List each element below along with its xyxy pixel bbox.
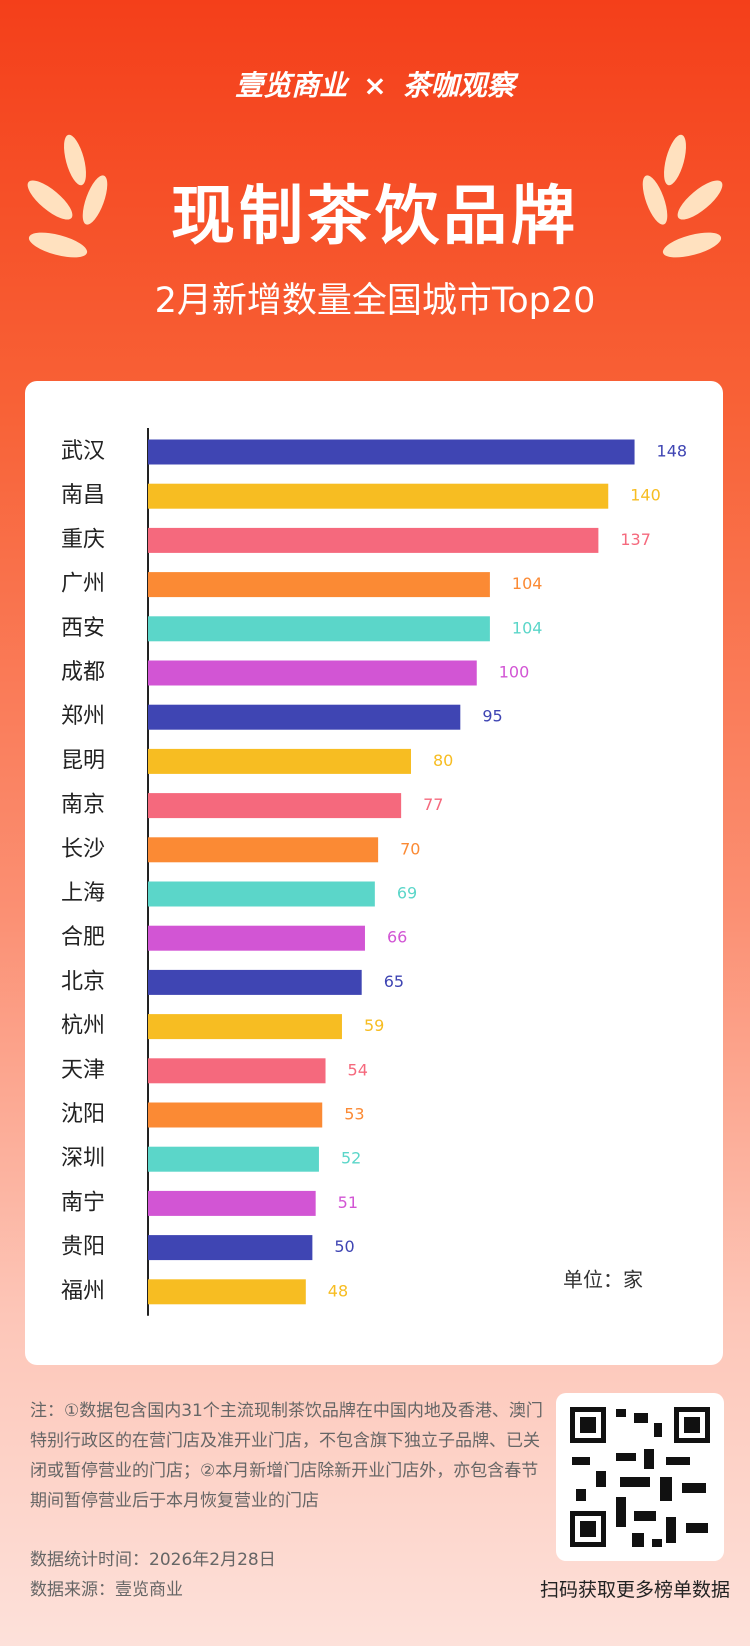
bar xyxy=(148,483,609,509)
bar xyxy=(148,748,411,774)
category-label: 南昌 xyxy=(61,483,105,508)
category-label: 深圳 xyxy=(61,1146,105,1171)
value-label: 59 xyxy=(364,1016,384,1035)
category-label: 重庆 xyxy=(61,527,105,552)
bar xyxy=(148,1235,313,1261)
brand: 壹览商业 × 茶咖观察 xyxy=(0,64,750,104)
bar xyxy=(148,881,375,907)
value-label: 80 xyxy=(433,751,453,770)
value-label: 65 xyxy=(384,972,404,991)
bar xyxy=(148,837,379,863)
brand-right: 茶咖观察 xyxy=(402,69,515,102)
qr-code xyxy=(556,1393,724,1561)
laurels xyxy=(27,134,723,258)
value-label: 140 xyxy=(630,486,661,505)
bar xyxy=(148,616,490,642)
category-label: 南京 xyxy=(61,793,105,818)
category-label: 南宁 xyxy=(61,1190,105,1215)
bar xyxy=(148,704,461,730)
brand-left: 壹览商业 xyxy=(235,69,348,102)
value-label: 69 xyxy=(397,884,417,903)
category-label: 贵阳 xyxy=(61,1235,105,1260)
date: 数据统计时间：2026年2月28日 xyxy=(30,1550,276,1570)
bar xyxy=(148,1190,316,1216)
value-label: 66 xyxy=(387,928,407,947)
bar xyxy=(148,1014,342,1040)
category-label: 郑州 xyxy=(61,704,105,729)
value-label: 51 xyxy=(338,1193,358,1212)
category-label: 北京 xyxy=(61,969,105,994)
value-label: 137 xyxy=(620,530,651,549)
category-label: 上海 xyxy=(61,881,105,906)
category-label: 武汉 xyxy=(61,439,105,464)
subtitle: 2月新增数量全国城市Top20 xyxy=(154,281,596,321)
source: 数据来源：壹览商业 xyxy=(30,1580,183,1600)
value-label: 104 xyxy=(512,618,543,637)
category-label: 杭州 xyxy=(61,1014,105,1039)
qr-caption: 扫码获取更多榜单数据 xyxy=(539,1579,730,1601)
value-label: 54 xyxy=(348,1060,368,1079)
qr-pattern xyxy=(570,1407,710,1547)
category-label: 西安 xyxy=(61,616,105,641)
bar xyxy=(148,1146,319,1172)
value-label: 50 xyxy=(334,1237,354,1256)
value-label: 148 xyxy=(657,442,688,461)
bar xyxy=(148,1102,323,1128)
bar xyxy=(148,793,402,819)
bar xyxy=(148,572,490,598)
category-label: 长沙 xyxy=(61,837,105,862)
category-label: 合肥 xyxy=(61,925,105,950)
value-label: 48 xyxy=(328,1281,348,1300)
bar xyxy=(148,969,362,995)
bar xyxy=(148,925,365,951)
category-label: 天津 xyxy=(61,1058,105,1083)
value-label: 104 xyxy=(512,574,543,593)
chart: 单位：家 武汉 148 南昌 140 重庆 137 广州 104 西安 104 成都 100 郑州 95 昆… xyxy=(61,428,688,1316)
bar xyxy=(148,439,635,465)
bar xyxy=(148,1058,326,1084)
bar xyxy=(148,660,477,686)
category-label: 成都 xyxy=(61,660,105,685)
value-label: 95 xyxy=(482,707,502,726)
category-label: 昆明 xyxy=(61,748,105,773)
value-label: 70 xyxy=(400,839,420,858)
value-label: 77 xyxy=(423,795,443,814)
title: 现制茶饮品牌 xyxy=(171,180,579,254)
category-label: 广州 xyxy=(61,572,105,597)
category-label: 福州 xyxy=(61,1279,105,1304)
cross: × xyxy=(363,69,387,102)
unit-label: 单位：家 xyxy=(563,1268,643,1292)
bar xyxy=(148,1279,306,1305)
value-label: 100 xyxy=(499,663,530,682)
chart-card: 单位：家 武汉 148 南昌 140 重庆 137 广州 104 西安 104 成都 100 郑州 95 昆… xyxy=(25,381,723,1365)
note: 注：①数据包含国内31个主流现制茶饮品牌在中国内地及香港、澳门特别行政区的在营门… xyxy=(30,1401,543,1511)
category-label: 沈阳 xyxy=(61,1102,105,1127)
value-label: 52 xyxy=(341,1149,361,1168)
bar xyxy=(148,527,599,553)
value-label: 53 xyxy=(344,1105,364,1124)
